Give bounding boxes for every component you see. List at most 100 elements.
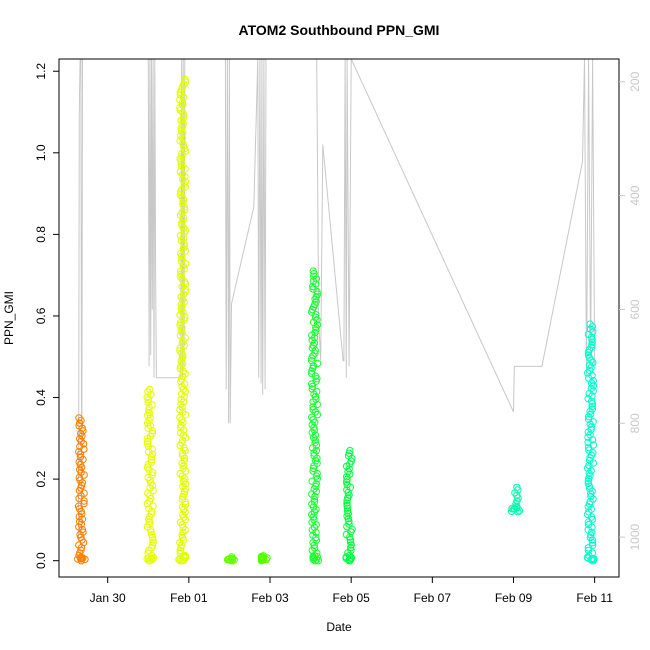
y-tick-label: 1.0 [34,144,48,161]
plot-frame [58,58,620,578]
data-point [179,198,187,207]
data-point [180,444,188,452]
data-point [310,272,318,280]
data-point [310,544,319,552]
data-point [312,280,320,288]
data-point [181,226,190,235]
data-point [584,526,592,534]
data-point [584,546,593,555]
data-point [181,206,189,214]
data-point [177,293,185,301]
data-point [75,458,83,466]
point-cluster [342,446,356,565]
data-point [178,254,186,263]
data-points-layer [74,75,598,565]
data-point [308,369,316,378]
x-tick-label: Feb 01 [170,591,208,605]
data-point [343,501,351,510]
data-point [308,357,316,365]
data-point [586,533,595,542]
data-point [586,407,594,416]
data-point [343,504,352,512]
depth-track-layer [78,58,596,538]
data-point [347,554,356,562]
data-point [181,75,189,84]
data-point [588,405,597,413]
y-axis: 0.0 0.2 0.4 0.6 0.8 1.0 1.2 [34,63,59,569]
data-point [309,362,318,370]
data-point [179,142,188,150]
data-point [180,398,188,406]
x-tick-label: Feb 05 [332,591,370,605]
data-point [308,385,316,393]
data-point [313,287,321,296]
data-point [584,351,593,359]
data-point [144,398,152,407]
y2-tick-label: 200 [628,71,642,91]
data-point [584,479,592,488]
data-point [585,508,593,516]
data-point [181,173,189,181]
point-cluster [257,552,271,565]
y-tick-label: 1.2 [34,63,48,80]
point-cluster [74,414,89,565]
y-tick-label: 0.6 [34,307,48,324]
point-cluster [583,320,598,565]
point-cluster [143,385,158,565]
data-point [143,440,152,448]
data-point [146,484,154,492]
data-point [180,457,189,465]
data-point [308,336,316,344]
data-point [308,421,316,429]
data-point [177,126,186,135]
y-axis-label: PPN_GMI [2,291,16,345]
data-point [76,442,84,451]
data-point [309,467,317,475]
data-point [311,439,319,447]
y-tick-label: 0.2 [34,470,48,487]
data-point [147,528,155,536]
y2-tick-label: 600 [628,299,642,319]
x-tick-label: Feb 03 [251,591,289,605]
data-point [80,445,88,453]
data-point [345,465,353,473]
data-point [312,528,320,537]
data-point [313,359,322,368]
data-point [584,518,593,526]
data-point [312,446,321,455]
data-point [181,475,189,483]
data-point [179,553,188,561]
y-tick-label: 0.4 [34,389,48,406]
data-point [180,239,188,247]
data-point [224,555,232,563]
y-tick-label: 0.8 [34,226,48,243]
point-cluster [507,483,524,516]
data-point [584,477,592,485]
data-point [309,554,318,562]
data-point [148,429,157,438]
data-point [588,539,597,547]
data-point [180,393,188,401]
data-point [179,114,188,122]
data-point [589,555,597,563]
data-point [148,445,157,453]
data-point [312,536,320,544]
data-point [311,313,320,321]
data-point [178,208,186,217]
data-point [177,257,186,265]
data-point [179,121,187,130]
x-axis: Jan 30 Feb 01 Feb 03 Feb 05 Feb 07 Feb 09 Feb … [90,577,613,605]
data-point [177,132,185,140]
data-point [178,152,186,160]
data-point [587,343,596,351]
data-point [313,553,321,561]
data-point [178,533,187,542]
data-point [179,262,188,270]
data-point [310,498,319,506]
data-point [149,538,157,547]
data-point [147,455,156,464]
data-point [179,528,187,537]
y2-tick-label: 400 [628,185,642,205]
data-point [347,546,355,554]
